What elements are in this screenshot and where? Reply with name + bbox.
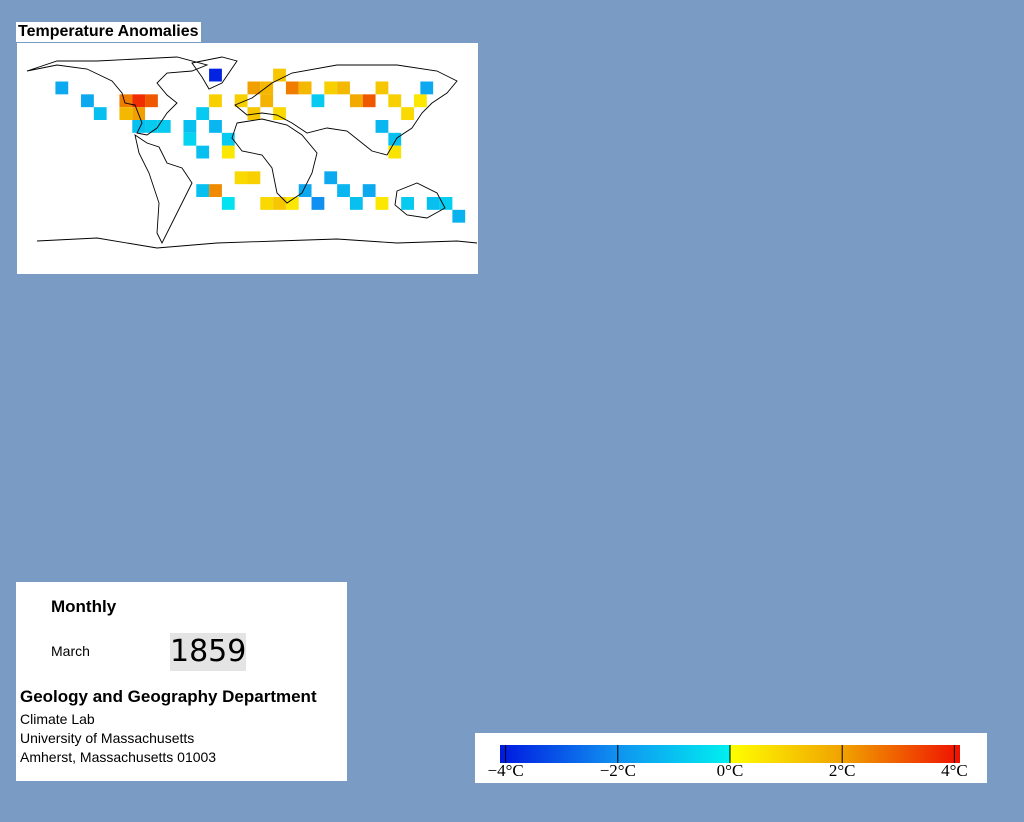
- anomaly-cell: [196, 107, 210, 120]
- anomaly-cell: [221, 197, 235, 210]
- anomaly-cell: [388, 94, 402, 108]
- anomaly-cell: [209, 120, 222, 133]
- anomaly-cell: [119, 107, 133, 120]
- anomaly-cell: [439, 197, 453, 210]
- anomaly-cell: [362, 184, 376, 197]
- colorbar-tick-label: 0°C: [717, 761, 744, 780]
- period-label: Monthly: [51, 597, 117, 616]
- anomaly-cell: [349, 197, 363, 210]
- anomaly-cell: [337, 184, 350, 197]
- anomaly-cell: [375, 120, 389, 133]
- colorbar-tick-label: 4°C: [941, 761, 968, 780]
- anomaly-cell: [375, 197, 389, 210]
- anomaly-cell: [285, 197, 299, 210]
- anomaly-cell: [221, 132, 235, 146]
- anomaly-cell: [196, 145, 210, 159]
- anomaly-cell: [362, 94, 376, 108]
- colorbar-tick-label: −4°C: [487, 761, 523, 780]
- anomaly-cell: [119, 94, 133, 108]
- anomaly-cell: [324, 171, 338, 185]
- anomaly-cell: [375, 81, 389, 95]
- world-map: [17, 43, 478, 274]
- anomaly-cell: [247, 107, 261, 120]
- address-line: Amherst, Massachusetts 01003: [20, 749, 217, 765]
- anomaly-cell: [452, 209, 466, 223]
- colorbar-tick-label: 2°C: [829, 761, 856, 780]
- anomaly-cell: [273, 107, 286, 120]
- address-line: University of Massachusetts: [20, 730, 195, 746]
- anomaly-cell: [273, 68, 286, 82]
- anomaly-cell: [209, 184, 222, 197]
- anomaly-cell: [260, 197, 274, 210]
- anomaly-cell: [413, 94, 427, 108]
- anomaly-cell: [349, 94, 363, 108]
- anomaly-cell: [426, 197, 440, 210]
- anomaly-cell: [221, 145, 235, 159]
- anomaly-cell: [93, 107, 107, 120]
- anomaly-cell: [401, 107, 414, 120]
- anomaly-cell: [247, 81, 261, 95]
- anomaly-cell: [324, 81, 338, 95]
- anomaly-cell: [234, 171, 248, 185]
- anomaly-cell: [311, 197, 325, 210]
- anomaly-cell: [285, 81, 299, 95]
- year-label: 1859: [170, 633, 247, 671]
- anomaly-cell: [247, 171, 261, 185]
- anomaly-cell: [298, 81, 312, 95]
- anomaly-cell: [420, 81, 434, 95]
- anomaly-cell: [132, 94, 146, 108]
- colorbar: −4°C −2°C 0°C 2°C 4°C: [475, 733, 987, 783]
- anomaly-cell: [388, 132, 402, 146]
- anomaly-cell: [298, 184, 312, 197]
- map-title: Temperature Anomalies: [16, 22, 201, 42]
- anomaly-cell: [183, 120, 197, 133]
- anomaly-cell: [157, 120, 171, 133]
- coastlines: [26, 56, 478, 249]
- colorbar-tick-label: −2°C: [600, 761, 636, 780]
- month-label: March: [51, 643, 90, 659]
- anomaly-cell: [388, 145, 402, 159]
- anomaly-cell: [183, 132, 197, 146]
- anomaly-cell: [311, 94, 325, 108]
- department: Geology and Geography Department: [20, 687, 317, 706]
- info-panel: Monthly March 1859 Geology and Geography…: [16, 582, 347, 781]
- anomaly-cell: [196, 184, 210, 197]
- anomaly-cell: [209, 94, 222, 108]
- anomaly-cell: [260, 94, 274, 108]
- anomaly-cell: [81, 94, 94, 108]
- anomaly-cell: [273, 197, 286, 210]
- anomaly-cell: [145, 94, 158, 108]
- anomaly-cell: [337, 81, 350, 95]
- anomaly-cell: [55, 81, 69, 95]
- address-line: Climate Lab: [20, 711, 95, 727]
- anomaly-cell: [401, 197, 414, 210]
- anomaly-cell: [145, 120, 158, 133]
- anomaly-cell: [209, 68, 222, 82]
- anomaly-cell: [132, 120, 146, 133]
